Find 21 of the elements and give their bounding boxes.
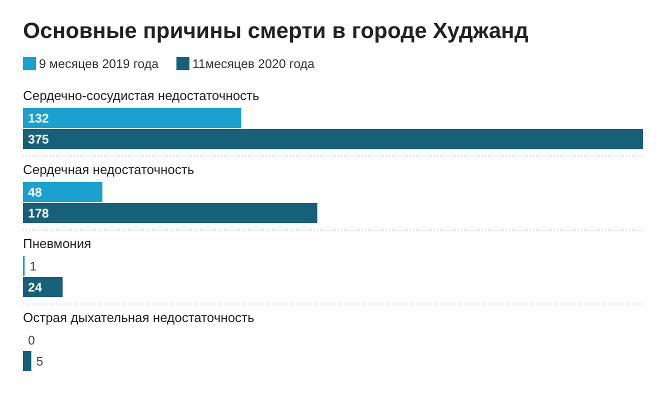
data-label: 48 <box>28 186 42 200</box>
data-label: 132 <box>28 112 49 126</box>
legend-label: 11месяцев 2020 года <box>192 57 315 71</box>
data-label: 178 <box>28 206 49 220</box>
data-label: 0 <box>28 334 35 348</box>
y-tick-label: Сердечно-сосудистая недостаточность <box>23 88 260 103</box>
y-tick-label: Сердечная недостаточность <box>23 162 194 177</box>
bar <box>23 182 102 202</box>
bar <box>23 108 242 128</box>
data-label: 1 <box>30 260 37 274</box>
bar <box>23 277 63 297</box>
bar <box>23 351 32 371</box>
bar <box>23 129 643 149</box>
chart-title: Основные причины смерти в городе Худжанд <box>23 18 528 43</box>
legend-label: 9 месяцев 2019 года <box>39 57 159 71</box>
data-label: 24 <box>28 280 42 294</box>
y-tick-label: Острая дыхательная недостаточность <box>23 310 255 325</box>
bar <box>23 203 318 223</box>
y-tick-label: Пневмония <box>23 236 92 251</box>
data-label: 5 <box>36 354 44 368</box>
data-label: 375 <box>28 132 49 146</box>
